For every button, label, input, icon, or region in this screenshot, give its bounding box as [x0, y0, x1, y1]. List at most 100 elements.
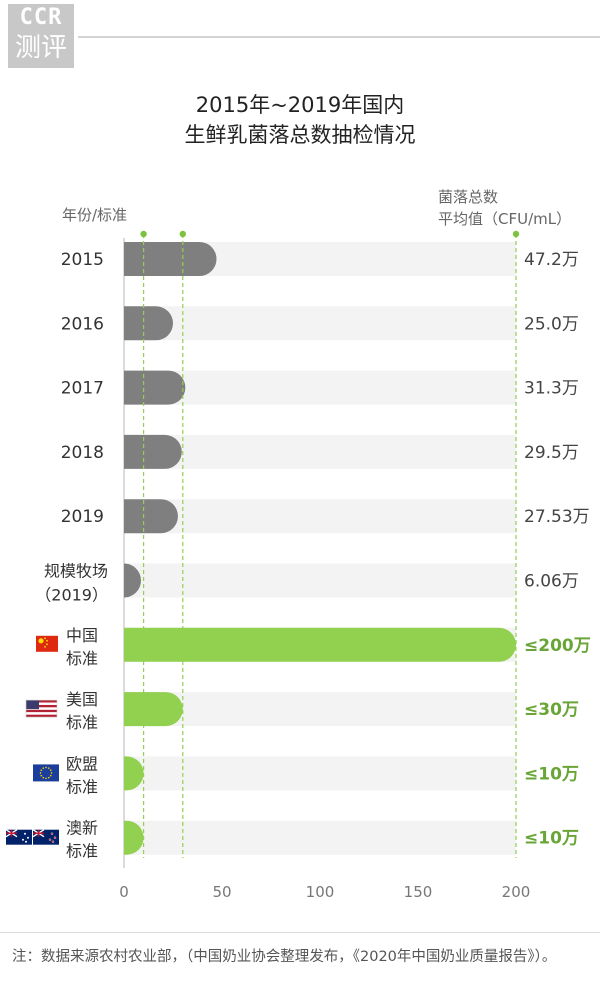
x-tick-label-0: 0	[119, 883, 129, 901]
us-flag-canton	[26, 700, 39, 710]
value-column-header: 菌落总数 平均值（CFU/mL）	[438, 186, 571, 230]
note-divider	[0, 932, 600, 933]
value-label-5: 6.06万	[524, 572, 579, 592]
value-label-3: 29.5万	[524, 443, 579, 463]
category-label-0: 2015	[61, 250, 104, 270]
eu-flag-star-2	[47, 776, 50, 779]
category-label-2: 2017	[61, 379, 104, 399]
category-label-5-line1: （2019）	[35, 586, 108, 605]
bar-track	[124, 434, 516, 469]
us-flag-stripe-0	[26, 700, 57, 703]
bar-track	[124, 370, 516, 405]
eu-flag-star-10	[47, 767, 50, 769]
x-tick-label-1: 50	[212, 883, 231, 901]
china-flag-small-star-3	[44, 645, 46, 648]
value-label-4: 27.53万	[524, 507, 590, 527]
bar-track	[124, 692, 516, 727]
bar-4	[124, 499, 178, 534]
anz-flag-star-1-3	[51, 840, 55, 843]
bar-track	[124, 306, 516, 341]
value-label-6: ≤200万	[524, 636, 591, 656]
eu-flag-field	[33, 764, 59, 782]
category-label-6-line0: 中国	[66, 626, 98, 645]
us-flag-stripe-6	[26, 714, 57, 718]
eu-flag-star-5	[40, 774, 43, 777]
category-label-8-line0: 欧盟	[66, 754, 98, 773]
eu-flag-star-0	[50, 772, 53, 774]
us-flag-border	[25, 699, 58, 718]
value-label-2: 31.3万	[524, 379, 579, 399]
eu-flag-star-1	[49, 774, 52, 777]
china-flag-small-star-1	[46, 639, 48, 642]
category-label-3: 2018	[61, 443, 104, 463]
us-flag-stripe-5	[26, 712, 57, 715]
eu-flag	[33, 764, 59, 782]
eu-flag-star-9	[45, 766, 47, 769]
eu-flag-star-11	[49, 769, 52, 771]
x-tick-label-4: 200	[502, 883, 531, 901]
us-flag-stripe-3	[26, 707, 57, 710]
value-header-line2: 平均值（CFU/mL）	[438, 210, 572, 228]
category-label-8-line1: 标准	[66, 777, 98, 796]
bar-0	[124, 242, 217, 276]
china-flag-star	[38, 638, 44, 644]
reference-dot-0	[140, 230, 147, 238]
reference-dot-2	[512, 230, 520, 238]
anz-flag-star-0-3	[25, 840, 27, 843]
china-flag	[36, 635, 58, 652]
value-label-0: 47.2万	[524, 250, 579, 270]
value-label-9: ≤10万	[524, 829, 579, 849]
bar-track	[124, 563, 516, 598]
eu-flag-star-4	[42, 776, 45, 779]
bar-8	[124, 756, 144, 791]
category-label-6-line1: 标准	[66, 649, 98, 668]
value-header-line1: 菌落总数	[438, 188, 499, 206]
value-label-1: 25.0万	[524, 314, 579, 334]
bar-track	[124, 499, 516, 534]
x-tick-label-2: 100	[306, 883, 335, 901]
chart-title: 2015年~2019年国内 生鲜乳菌落总数抽检情况	[0, 90, 600, 150]
value-label-8: ≤10万	[524, 764, 579, 784]
logo-line2: 测评	[14, 33, 67, 63]
anz-flag-star-1-0	[50, 832, 54, 835]
bar-5	[124, 563, 141, 598]
bar-3	[124, 434, 182, 469]
bar-7	[124, 692, 183, 727]
category-label-4: 2019	[61, 507, 104, 527]
bar-track	[124, 820, 516, 855]
value-label-7: ≤30万	[524, 700, 579, 720]
bar-1	[124, 306, 173, 341]
china-flag-small-star-0	[44, 637, 46, 640]
category-label-1: 2016	[61, 314, 104, 334]
us-flag	[25, 699, 58, 718]
category-label-7-line0: 美国	[66, 690, 98, 709]
bar-2	[124, 370, 186, 405]
header-divider	[78, 36, 600, 38]
ccr-logo: CCR 测评	[8, 4, 74, 68]
anz-flag	[5, 829, 59, 845]
bar-track	[124, 756, 516, 791]
us-flag-stripe-1	[26, 702, 57, 705]
category-label-7-line1: 标准	[66, 713, 98, 732]
x-tick-label-3: 150	[404, 883, 433, 901]
eu-flag-star-7	[40, 769, 43, 771]
china-flag-small-star-2	[46, 643, 48, 646]
category-label-9-line1: 标准	[66, 842, 98, 861]
chart-title-line1: 2015年~2019年国内	[195, 93, 405, 117]
anz-flag-star-0-1	[27, 836, 29, 839]
bar-9	[124, 820, 144, 855]
category-label-9-line0: 澳新	[66, 819, 98, 838]
bar-chart: 47.2万 2015 25.0万 2016 31.3万 2017 29.5万 2018 27.5…	[5, 230, 591, 901]
category-label-5-line0: 规模牧场	[44, 562, 108, 581]
bar-6	[124, 627, 516, 662]
source-note: 注：数据来源农村农业部，（中国奶业协会整理发布，《2020年中国奶业质量报告》）…	[12, 949, 557, 965]
category-axis-label: 年份/标准	[62, 206, 128, 224]
anz-flag-star-0-0	[24, 832, 26, 835]
chart-title-line2: 生鲜乳菌落总数抽检情况	[184, 123, 416, 147]
us-flag-stripe-4	[26, 709, 57, 713]
eu-flag-star-6	[39, 772, 42, 774]
anz-flag-star-1-2	[48, 838, 52, 841]
eu-flag-star-8	[42, 767, 45, 769]
eu-flag-star-3	[45, 777, 47, 780]
reference-dot-1	[179, 230, 186, 238]
